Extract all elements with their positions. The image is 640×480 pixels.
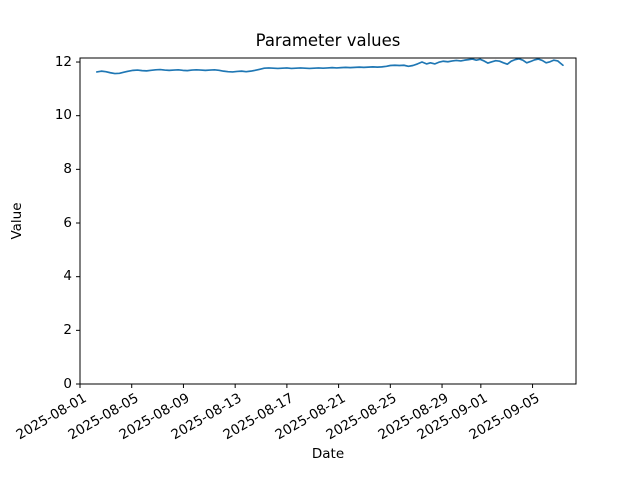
y-axis-label: Value <box>9 202 25 240</box>
y-tick-label: 10 <box>54 107 72 124</box>
y-tick-label: 4 <box>63 268 72 285</box>
data-line-series <box>95 57 564 75</box>
axis-ticks <box>76 61 534 388</box>
chart-title: Parameter values <box>255 31 401 50</box>
y-tick-label: 0 <box>63 375 72 392</box>
y-tick-label: 8 <box>63 160 72 177</box>
x-axis-label: Date <box>311 446 345 462</box>
y-tick-label: 6 <box>63 214 72 231</box>
y-tick-label: 2 <box>63 321 72 338</box>
plot-border <box>79 57 577 385</box>
y-tick-label: 12 <box>54 53 72 70</box>
